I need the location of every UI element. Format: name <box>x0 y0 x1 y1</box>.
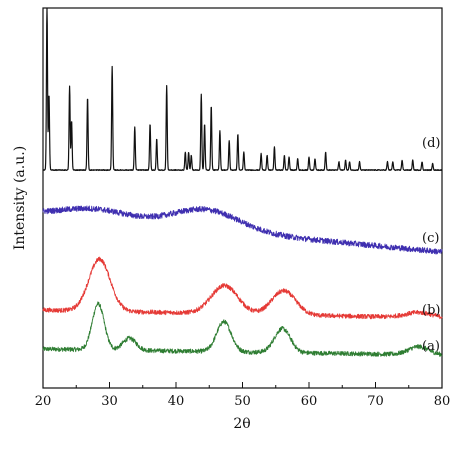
series-label-b: (b) <box>422 303 440 318</box>
x-tick-label: 40 <box>168 394 185 409</box>
series-labels: (a) (b) (c) (d) <box>422 136 440 354</box>
x-axis-ticks: 20 30 40 50 60 70 80 <box>35 382 451 409</box>
x-tick-label: 20 <box>35 394 52 409</box>
series-line-b <box>42 256 443 320</box>
x-tick-label: 80 <box>434 394 451 409</box>
y-axis-title: Intensity (a.u.) <box>12 146 28 250</box>
series-label-d: (d) <box>422 136 440 151</box>
x-axis-title: 2θ <box>233 416 250 432</box>
series-line-a <box>42 301 443 357</box>
series-layer <box>42 7 443 357</box>
x-tick-label: 70 <box>367 394 384 409</box>
series-label-c: (c) <box>422 231 439 246</box>
series-label-a: (a) <box>422 339 440 354</box>
x-tick-label: 50 <box>234 394 251 409</box>
x-tick-label: 60 <box>301 394 318 409</box>
series-line-c <box>42 205 443 255</box>
series-line-d <box>42 7 443 172</box>
x-tick-label: 30 <box>101 394 118 409</box>
plot-frame <box>42 7 443 389</box>
